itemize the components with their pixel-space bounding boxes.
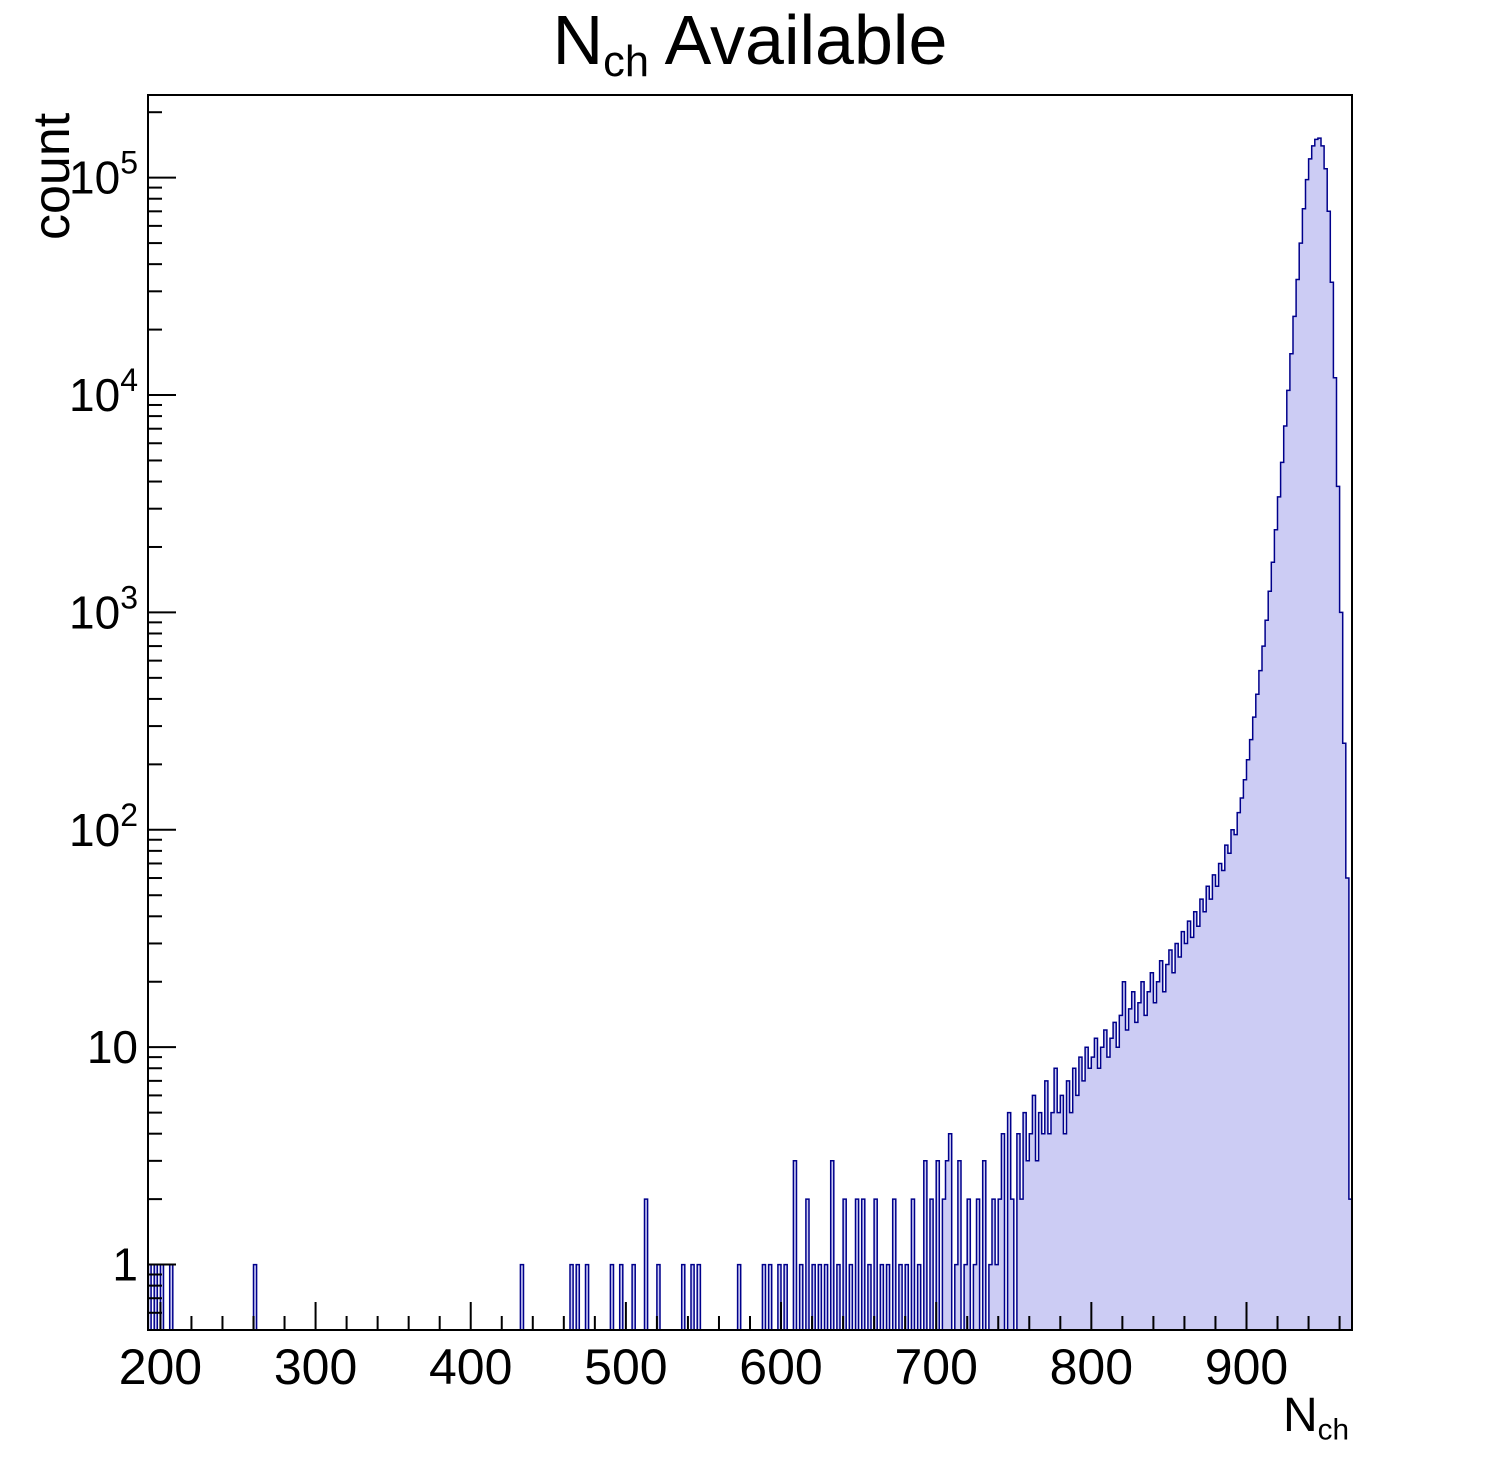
x-tick-label: 700 [894, 1339, 977, 1395]
chart-title-suffix: Available [649, 1, 948, 79]
y-tick-label: 10 [87, 1021, 138, 1073]
y-tick-label: 104 [69, 362, 138, 421]
x-axis-title-main: N [1283, 1389, 1318, 1442]
x-tick-label: 800 [1050, 1339, 1133, 1395]
y-tick-label: 105 [69, 145, 138, 204]
x-tick-label: 600 [739, 1339, 822, 1395]
x-tick-label: 400 [429, 1339, 512, 1395]
x-tick-label: 300 [274, 1339, 357, 1395]
y-axis-title: count [23, 112, 81, 240]
chart-title: Nch Available [553, 0, 948, 87]
y-tick-label: 1 [112, 1239, 138, 1291]
x-tick-label: 200 [119, 1339, 202, 1395]
x-axis-title-subscript: ch [1317, 1413, 1350, 1447]
chart-title-subscript: ch [603, 38, 649, 87]
chart-title-main: N [552, 1, 604, 79]
x-tick-label: 500 [584, 1339, 667, 1395]
y-tick-label: 103 [69, 579, 138, 638]
histogram-series [147, 137, 1353, 1331]
x-axis-title: Nch [1283, 1388, 1349, 1447]
y-tick-label: 102 [69, 797, 138, 856]
x-tick-label: 900 [1205, 1339, 1288, 1395]
